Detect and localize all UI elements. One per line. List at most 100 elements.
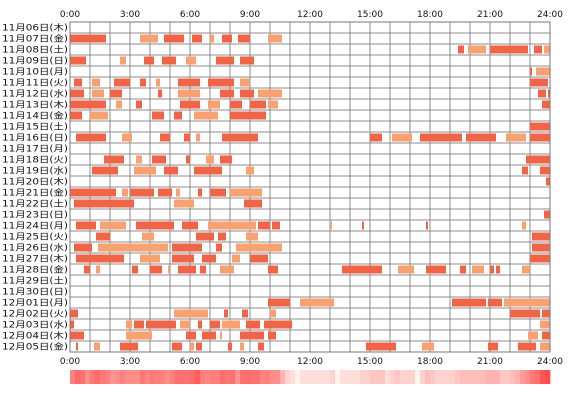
activity-segment: [468, 45, 486, 54]
activity-segment: [544, 210, 550, 219]
density-slice: [80, 370, 86, 384]
activity-segment: [452, 298, 486, 307]
density-slice: [95, 370, 101, 384]
density-slice: [110, 370, 116, 384]
activity-segment: [268, 298, 290, 307]
activity-segment: [216, 243, 222, 252]
density-slice: [180, 370, 186, 384]
row-date-label: 11月10日(月): [2, 67, 68, 78]
density-slice: [360, 370, 366, 384]
row-date-label: 12月03日(水): [2, 319, 68, 331]
activity-segment: [240, 56, 254, 65]
activity-segment: [92, 89, 104, 98]
activity-segment: [70, 56, 86, 65]
density-slice: [395, 370, 401, 384]
activity-segment: [220, 331, 222, 340]
activity-segment: [186, 56, 196, 65]
activity-segment: [246, 232, 258, 241]
row-date-label: 11月08日(土): [2, 44, 68, 56]
activity-segment: [134, 320, 144, 329]
activity-segment: [230, 100, 242, 109]
activity-segment: [392, 133, 412, 142]
activity-segment: [522, 166, 528, 175]
activity-segment: [140, 34, 158, 43]
activity-segment: [300, 298, 334, 307]
activity-segment: [130, 188, 154, 197]
activity-segment: [126, 320, 132, 329]
density-slice: [540, 370, 546, 384]
activity-segment: [236, 243, 282, 252]
activity-segment: [210, 34, 214, 43]
activity-segment: [542, 331, 550, 340]
density-slice: [205, 370, 211, 384]
density-slice: [325, 370, 331, 384]
density-slice: [365, 370, 371, 384]
activity-segment: [122, 188, 128, 197]
activity-segment: [220, 89, 234, 98]
density-slice: [100, 370, 106, 384]
activity-segment: [426, 221, 428, 230]
row-date-label: 11月22日(土): [2, 198, 68, 210]
row-date-label: 11月12日(水): [2, 88, 68, 100]
activity-segment: [242, 309, 248, 318]
activity-segment: [532, 243, 550, 252]
activity-segment: [268, 34, 282, 43]
activity-segment: [490, 265, 494, 274]
density-slice: [140, 370, 146, 384]
activity-segment: [136, 221, 174, 230]
activity-segment: [134, 166, 156, 175]
density-slice: [240, 370, 246, 384]
activity-segment: [174, 309, 208, 318]
activity-segment: [178, 78, 200, 87]
density-slice: [155, 370, 161, 384]
row-date-label: 12月04日(木): [2, 330, 68, 342]
activity-segment: [528, 331, 538, 340]
activity-segment: [530, 133, 550, 142]
x-tick-label-top: 0:00: [60, 10, 80, 20]
x-tick-label-top: 18:00: [417, 10, 443, 20]
activity-segment: [94, 342, 100, 351]
row-date-label: 11月27日(木): [2, 253, 68, 265]
density-slice: [210, 370, 216, 384]
density-slice: [380, 370, 386, 384]
activity-segment: [140, 78, 146, 87]
activity-segment: [200, 265, 206, 274]
activity-segment: [70, 320, 74, 329]
x-tick-label-bottom: 9:00: [240, 357, 260, 367]
activity-segment: [70, 331, 84, 340]
activity-segment: [104, 155, 124, 164]
activity-segment: [530, 254, 550, 263]
density-slice: [320, 370, 326, 384]
activity-segment: [144, 56, 154, 65]
activity-segment: [70, 188, 116, 197]
density-slice: [410, 370, 416, 384]
activity-segment: [202, 254, 216, 263]
density-slice: [470, 370, 476, 384]
density-slice: [290, 370, 296, 384]
activity-segment: [244, 199, 262, 208]
row-date-label: 11月07日(金): [2, 33, 68, 45]
activity-segment: [70, 100, 106, 109]
density-slice: [375, 370, 381, 384]
density-slice: [460, 370, 466, 384]
activity-segment: [174, 111, 182, 120]
activity-segment: [548, 89, 550, 98]
activity-segment: [174, 199, 194, 208]
activity-segment: [230, 188, 262, 197]
activity-segment: [198, 188, 202, 197]
activity-segment: [496, 265, 500, 274]
activity-segment: [114, 78, 130, 87]
activity-segment: [536, 67, 550, 76]
activity-segment: [76, 254, 124, 263]
activity-segment: [458, 45, 464, 54]
density-slice: [75, 370, 81, 384]
activity-segment: [220, 265, 234, 274]
activity-segment: [172, 243, 202, 252]
density-slice: [465, 370, 471, 384]
activity-segment: [96, 232, 110, 241]
activity-segment: [122, 133, 132, 142]
activity-segment: [208, 221, 256, 230]
activity-segment: [192, 34, 202, 43]
activity-segment: [70, 309, 78, 318]
